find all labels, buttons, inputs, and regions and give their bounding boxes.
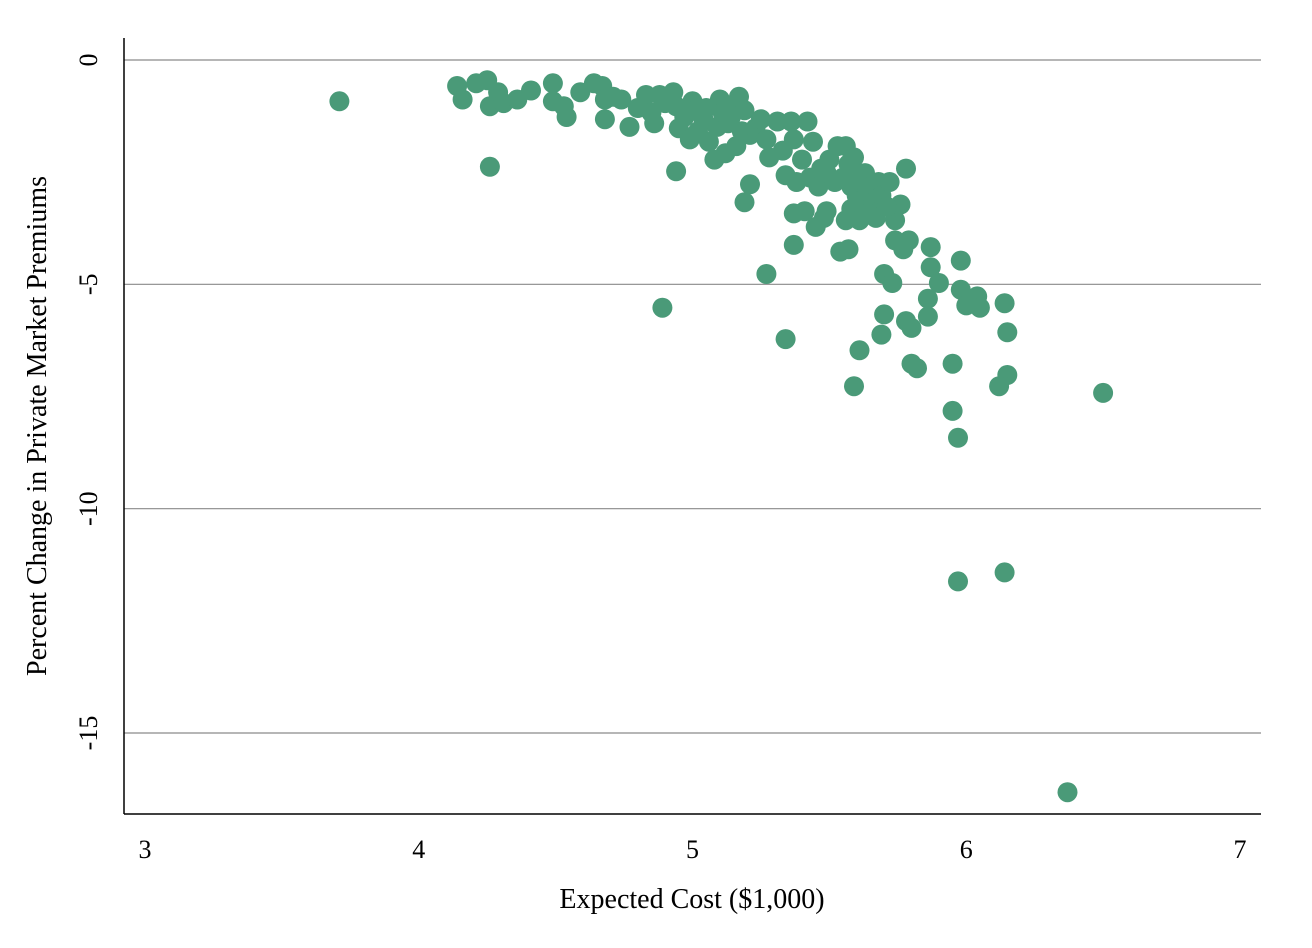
data-point [838, 239, 859, 260]
x-tick-label: 3 [139, 835, 152, 864]
data-point [644, 113, 665, 134]
data-point [917, 288, 938, 309]
data-point [989, 376, 1010, 397]
x-tick-label: 4 [412, 835, 425, 864]
data-point [917, 306, 938, 327]
data-point [948, 571, 968, 592]
axes [123, 38, 1261, 815]
data-point [876, 196, 897, 217]
data-point [898, 230, 919, 251]
data-point [556, 107, 577, 127]
data-point [920, 257, 941, 278]
data-points [329, 70, 1114, 803]
data-point [794, 201, 815, 222]
data-point [619, 116, 640, 137]
data-point [329, 91, 350, 112]
data-point [950, 279, 971, 300]
data-point [844, 147, 864, 168]
data-point [734, 100, 755, 121]
data-point [740, 174, 760, 195]
data-point [948, 427, 968, 448]
data-point [452, 89, 473, 110]
data-point [797, 111, 818, 132]
data-point [994, 562, 1015, 583]
data-point [792, 149, 812, 170]
data-point [734, 192, 755, 213]
data-point [896, 158, 916, 179]
data-point [775, 329, 796, 350]
data-point [756, 129, 777, 150]
data-point [1057, 782, 1078, 803]
x-ticks: 3 4 5 6 7 [139, 835, 1247, 864]
x-tick-label: 7 [1234, 835, 1247, 864]
data-point [652, 297, 673, 318]
data-point [750, 109, 771, 130]
y-tick-label: -5 [74, 273, 103, 295]
data-point [698, 131, 719, 152]
data-point [756, 264, 777, 284]
data-point [920, 237, 941, 258]
data-point [767, 111, 788, 132]
y-tick-label: -15 [74, 716, 103, 751]
y-tick-label: 0 [74, 54, 103, 67]
x-tick-label: 5 [686, 835, 699, 864]
data-point [803, 131, 823, 152]
data-point [1093, 382, 1114, 403]
data-point [950, 250, 971, 271]
data-point [942, 353, 963, 374]
data-point [783, 129, 804, 150]
x-tick-label: 6 [960, 835, 973, 864]
data-point [928, 273, 949, 293]
data-point [997, 322, 1018, 343]
gridlines [124, 59, 1261, 734]
data-point [594, 109, 615, 130]
y-ticks: 0 -5 -10 -15 [74, 54, 103, 751]
data-point [879, 172, 900, 192]
data-point [816, 201, 837, 222]
data-point [611, 89, 632, 110]
data-point [783, 234, 804, 255]
data-point [849, 340, 870, 361]
x-axis-title: Expected Cost ($1,000) [559, 884, 824, 915]
y-tick-label: -10 [74, 491, 103, 526]
y-axis-title: Percent Change in Private Market Premium… [22, 176, 53, 676]
data-point [781, 111, 802, 132]
data-point [542, 73, 563, 94]
data-point [901, 317, 922, 338]
data-point [994, 293, 1015, 314]
data-point [871, 324, 892, 345]
data-point [907, 358, 927, 379]
data-point [666, 161, 687, 182]
data-point [479, 156, 500, 177]
data-point [942, 400, 963, 421]
data-point [844, 376, 864, 397]
data-point [882, 273, 903, 293]
data-point [874, 304, 895, 325]
data-point [521, 80, 541, 101]
data-point [969, 297, 990, 318]
